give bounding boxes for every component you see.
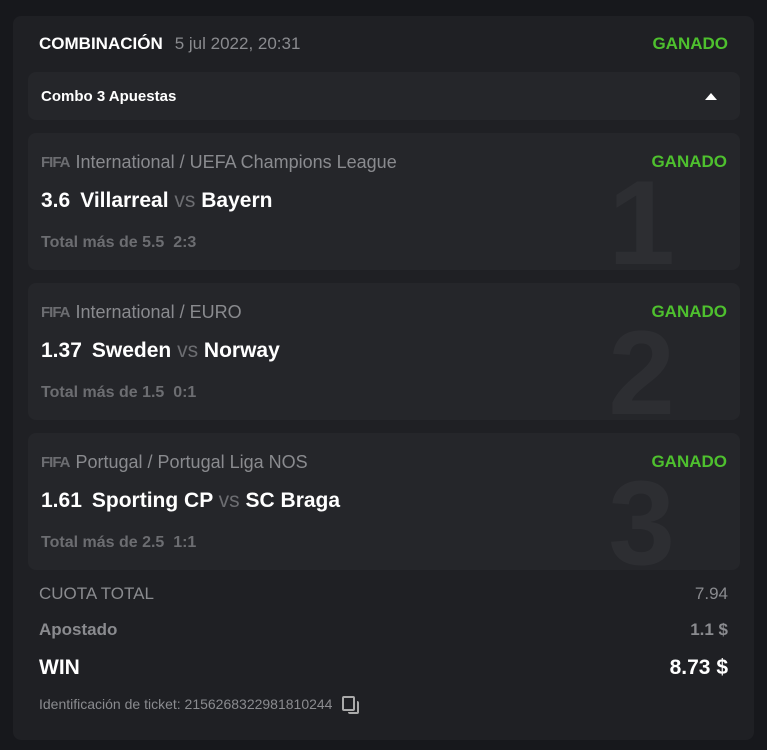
league: International / UEFA Champions League <box>75 152 397 172</box>
away-team: Bayern <box>201 189 273 212</box>
fifa-icon: FIFA <box>41 454 70 471</box>
caret-up-icon[interactable] <box>705 92 717 100</box>
total-odds-value: 7.94 <box>694 584 728 603</box>
league: Portugal / Portugal Liga NOS <box>75 452 308 472</box>
score: 0:1 <box>173 384 197 401</box>
bet-header: COMBINACIÓN 5 jul 2022, 20:31 GANADO <box>39 33 728 55</box>
vs-label: vs <box>174 189 196 212</box>
odds: 1.61 <box>41 489 82 512</box>
bet-index: 2 <box>608 306 675 420</box>
bet-index: 1 <box>608 156 675 270</box>
bet-type: COMBINACIÓN <box>39 34 163 53</box>
ticket-label: Identificación de ticket: <box>39 696 181 712</box>
fifa-icon: FIFA <box>41 304 70 321</box>
bet-item: 3 FIFA Portugal / Portugal Liga NOS GANAD… <box>28 433 740 570</box>
status-badge: GANADO <box>651 152 727 171</box>
match: 1.37 Sweden vs Norway <box>41 339 280 363</box>
odds: 3.6 <box>41 189 71 212</box>
market: Total más de 2.5 <box>41 534 165 551</box>
win-label: WIN <box>39 656 80 679</box>
odds: 1.37 <box>41 339 82 362</box>
selection: Total más de 5.5 2:3 <box>41 234 196 252</box>
status-badge: GANADO <box>651 302 727 321</box>
match: 1.61 Sporting CP vs SC Braga <box>41 489 340 513</box>
away-team: Norway <box>203 339 280 362</box>
win-row: WIN 8.73 $ <box>39 656 728 680</box>
combo-toggle[interactable]: Combo 3 Apuestas <box>28 72 740 120</box>
staked-row: Apostado 1.1 $ <box>39 620 728 640</box>
combo-label: Combo 3 Apuestas <box>41 87 177 105</box>
total-odds-row: CUOTA TOTAL 7.94 <box>39 584 728 604</box>
status-badge: GANADO <box>651 452 727 471</box>
fifa-icon: FIFA <box>41 154 70 171</box>
bet-item: 2 FIFA International / EURO GANADO 1.37 Sw… <box>28 283 740 420</box>
bet-item: 1 FIFA International / UEFA Champions Lea… <box>28 133 740 270</box>
match: 3.6 Villarreal vs Bayern <box>41 189 272 213</box>
selection: Total más de 2.5 1:1 <box>41 534 196 552</box>
ticket-value: 2156268322981810244 <box>184 696 333 712</box>
market: Total más de 1.5 <box>41 384 165 401</box>
staked-label: Apostado <box>39 620 118 639</box>
win-value: 8.73 $ <box>669 656 728 679</box>
ticket-id: Identificación de ticket: 21562683229818… <box>39 696 360 714</box>
home-team: Villarreal <box>80 189 169 212</box>
staked-value: 1.1 $ <box>690 620 728 639</box>
league: International / EURO <box>75 302 242 322</box>
score: 1:1 <box>173 534 197 551</box>
status-badge: GANADO <box>652 34 728 53</box>
away-team: SC Braga <box>245 489 341 512</box>
bet-index: 3 <box>608 456 675 570</box>
market: Total más de 5.5 <box>41 234 165 251</box>
selection: Total más de 1.5 0:1 <box>41 384 196 402</box>
score: 2:3 <box>173 234 197 251</box>
bet-date: 5 jul 2022, 20:31 <box>174 34 301 53</box>
copy-icon[interactable] <box>342 696 360 714</box>
home-team: Sweden <box>91 339 172 362</box>
vs-label: vs <box>218 489 240 512</box>
total-odds-label: CUOTA TOTAL <box>39 584 154 603</box>
vs-label: vs <box>177 339 199 362</box>
home-team: Sporting CP <box>91 489 213 512</box>
bet-card: COMBINACIÓN 5 jul 2022, 20:31 GANADO Com… <box>13 16 754 740</box>
